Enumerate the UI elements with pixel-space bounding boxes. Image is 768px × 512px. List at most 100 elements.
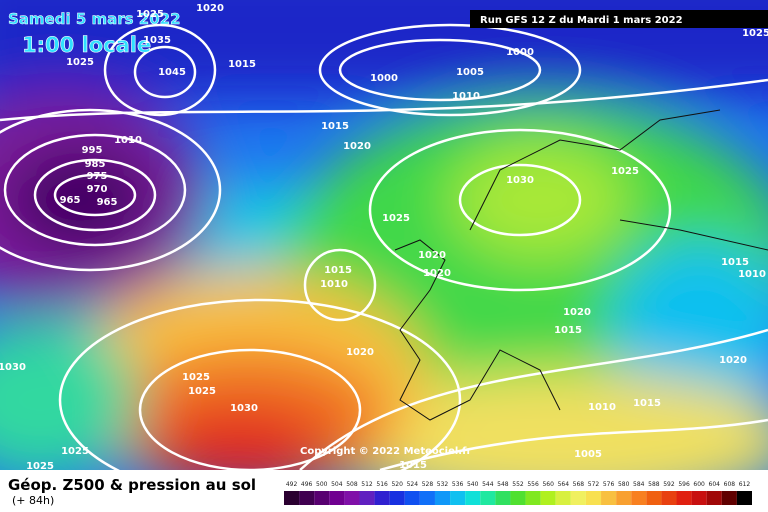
scale-swatch <box>434 491 451 505</box>
run: Run GFS 12 Z du Mardi 1 mars 2022 <box>480 15 683 26</box>
scale-label: 504 <box>331 481 343 488</box>
isobar-label: 1020 <box>346 347 374 358</box>
scale-swatch <box>359 491 375 505</box>
scale-swatch <box>691 491 707 505</box>
isobar-label: 1010 <box>738 269 766 280</box>
scale-label: 508 <box>346 481 358 488</box>
isobar-label: 970 <box>87 184 108 195</box>
scale-label: 588 <box>648 481 660 488</box>
isobar-label: 1020 <box>719 355 747 366</box>
scale-label: 560 <box>542 481 554 488</box>
scale-label: 576 <box>603 481 615 488</box>
isobar-label: 1045 <box>158 67 186 78</box>
isobar-label: 975 <box>87 171 108 182</box>
scale-swatch <box>480 491 496 505</box>
isobar-label: 1015 <box>554 325 582 336</box>
isobar-label: 1025 <box>66 57 94 68</box>
footer-lead: (+ 84h) <box>12 494 54 507</box>
scale-swatch <box>721 491 737 505</box>
scale-swatch <box>616 491 632 505</box>
scale-label: 608 <box>724 481 736 488</box>
scale-label: 568 <box>573 481 585 488</box>
isobar-label: 1030 <box>0 362 26 373</box>
scale-label: 612 <box>739 481 751 488</box>
scale-label: 596 <box>678 481 690 488</box>
scale-label: 592 <box>663 481 675 488</box>
scale-label: 548 <box>497 481 509 488</box>
scale-label: 604 <box>709 481 721 488</box>
scale-swatch <box>661 491 677 505</box>
isobar-label: 1025 <box>61 446 89 457</box>
isobar-label: 1030 <box>230 403 258 414</box>
scale-label: 556 <box>527 481 539 488</box>
isobar-label: 1005 <box>574 449 602 460</box>
scale-swatch <box>450 491 466 505</box>
isobar-label: 1020 <box>418 250 446 261</box>
isobar-label: 1015 <box>321 121 349 132</box>
scale-swatch <box>736 491 752 505</box>
scale-swatch <box>525 491 541 505</box>
scale-label: 524 <box>407 481 419 488</box>
scale-swatch <box>601 491 617 505</box>
isobar-label: 1010 <box>114 135 142 146</box>
isobar-label: 1000 <box>370 73 398 84</box>
scale-swatch <box>555 491 571 505</box>
isobar-label: 1025 <box>188 386 216 397</box>
isobar-label: 1020 <box>423 268 451 279</box>
scale-label: 540 <box>467 481 479 488</box>
isobar-label: 965 <box>97 197 118 208</box>
scale-swatch <box>419 491 435 505</box>
copyright: Copyright © 2022 Meteociel.fr <box>300 446 471 457</box>
scale-label: 580 <box>618 481 630 488</box>
scale-label: 520 <box>391 481 403 488</box>
scale-label: 552 <box>512 481 524 488</box>
isobar-label: 965 <box>60 195 81 206</box>
isobar-label: 1010 <box>588 402 616 413</box>
scale-swatch <box>570 491 586 505</box>
isobar-label: 1005 <box>456 67 484 78</box>
scale-label: 536 <box>452 481 464 488</box>
scale-swatch <box>344 491 360 505</box>
isobar-label: 1025 <box>26 461 54 472</box>
footer-title: Géop. Z500 & pression au sol <box>8 476 256 494</box>
scale-swatch <box>631 491 647 505</box>
scale-swatch <box>389 491 405 505</box>
scale-swatch <box>284 491 300 505</box>
isobar-label: 1015 <box>633 398 661 409</box>
scale-swatch <box>540 491 556 505</box>
isobar-label: 1015 <box>228 59 256 70</box>
scale-label: 500 <box>316 481 328 488</box>
isobar-label: 1025 <box>136 9 164 20</box>
isobar-label: 995 <box>82 145 103 156</box>
scale-label: 564 <box>558 481 570 488</box>
isobar-label: 1025 <box>382 213 410 224</box>
scale-swatch <box>495 491 511 505</box>
isobar-label: 1015 <box>399 460 427 471</box>
scale-swatch <box>314 491 330 505</box>
isobar-label: 1035 <box>143 35 171 46</box>
scale-label: 584 <box>633 481 645 488</box>
scale-label: 572 <box>588 481 600 488</box>
isobar-label: 1010 <box>320 279 348 290</box>
run-box <box>470 10 768 28</box>
scale-swatch <box>465 491 481 505</box>
isobar-label: 985 <box>85 159 106 170</box>
scale-swatch <box>676 491 692 505</box>
isobar-label: 1020 <box>563 307 591 318</box>
scale-label: 532 <box>437 481 449 488</box>
scale-label: 544 <box>482 481 494 488</box>
isobar-label: 1025 <box>182 372 210 383</box>
isobar-label: 1020 <box>196 3 224 14</box>
scale-label: 492 <box>286 481 298 488</box>
date: Samedi 5 mars 2022 <box>8 10 181 28</box>
scale-swatch <box>585 491 602 505</box>
scale-label: 528 <box>422 481 434 488</box>
scale-label: 496 <box>301 481 313 488</box>
scale-label: 516 <box>376 481 388 488</box>
scale-swatch <box>510 491 526 505</box>
isobar-label: 1025 <box>742 28 768 39</box>
scale-swatch <box>706 491 722 505</box>
time: 1:00 locale <box>22 33 151 57</box>
isobar-label: 1020 <box>343 141 371 152</box>
